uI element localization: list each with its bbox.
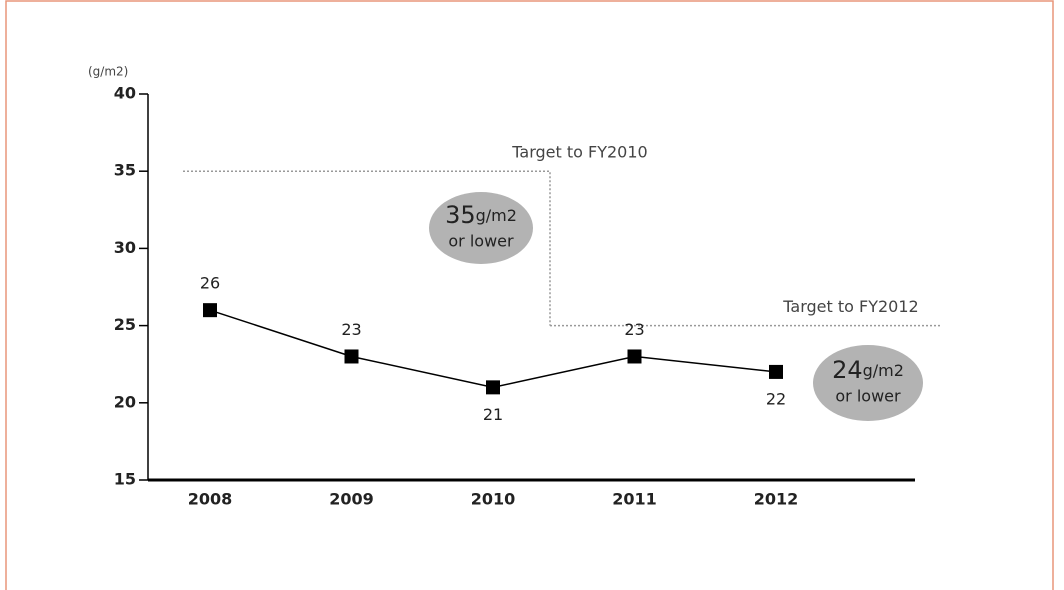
x-tick-label: 2008 (188, 490, 233, 509)
frame (5, 0, 1054, 590)
badge-unit: g/m2 (476, 206, 517, 225)
badge-note: or lower (448, 232, 514, 251)
target-line (183, 170, 551, 326)
badge-unit: g/m2 (863, 361, 904, 380)
badge-text: 24g/m2 (832, 356, 904, 384)
x-tick-label: 2011 (612, 490, 657, 509)
data-point (344, 349, 359, 364)
data-label: 21 (483, 405, 503, 424)
target-badge (429, 192, 533, 264)
x-tick-label: 2010 (471, 490, 516, 509)
data-label: 22 (766, 389, 786, 408)
x-tick-label: 2009 (329, 490, 374, 509)
target-label: Target to FY2012 (782, 297, 918, 316)
badge-text: 35g/m2 (445, 201, 517, 229)
y-tick-label: 20 (114, 392, 136, 411)
target-badge (813, 345, 923, 421)
data-point (203, 303, 217, 318)
y-tick-label: 40 (114, 84, 136, 103)
x-tick-label: 2012 (754, 490, 799, 509)
data-point (769, 364, 783, 379)
badge-value: 24 (832, 356, 863, 384)
data-label: 23 (341, 320, 361, 339)
y-tick-label: 35 (114, 161, 136, 180)
data-point (627, 349, 642, 364)
data-point (486, 380, 500, 395)
target-label: Target to FY2010 (511, 143, 647, 162)
y-unit: (g/m2) (88, 65, 128, 79)
data-label: 26 (200, 274, 220, 293)
badge-value: 35 (445, 201, 476, 229)
y-tick-label: 25 (114, 315, 136, 334)
badge-note: or lower (835, 387, 901, 406)
y-tick-label: 30 (114, 238, 136, 257)
y-tick-label: 15 (114, 470, 136, 489)
data-label: 23 (624, 320, 644, 339)
data-line (209, 309, 777, 389)
